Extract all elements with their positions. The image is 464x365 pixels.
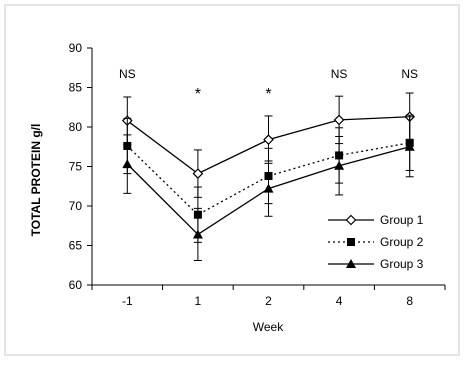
figure-border — [4, 4, 460, 356]
legend-label: Group 1 — [380, 213, 424, 227]
y-tick-label: 85 — [69, 81, 83, 95]
series-layer — [121, 92, 416, 262]
y-tick-label: 90 — [69, 41, 83, 55]
series-3 — [122, 116, 415, 262]
y-tick-label: 75 — [69, 160, 83, 174]
legend-label: Group 2 — [380, 235, 424, 249]
x-tick-label: -1 — [122, 294, 133, 308]
x-axis-label: Week — [253, 320, 284, 334]
annotation-layer: NS * * NS NS — [119, 67, 418, 103]
y-tick-label: 80 — [69, 120, 83, 134]
x-tick-label: 1 — [195, 294, 202, 308]
x-tick-label: 4 — [336, 294, 343, 308]
data-point — [192, 168, 204, 179]
legend: Group 1 Group 2 Group 3 — [328, 213, 424, 271]
significance-label: NS — [119, 67, 136, 81]
data-point — [334, 160, 345, 170]
legend-label: Group 3 — [380, 257, 424, 271]
y-tick-label: 60 — [69, 278, 83, 292]
legend-item: Group 3 — [328, 257, 424, 271]
y-tick-label: 65 — [69, 239, 83, 253]
data-point — [192, 229, 203, 239]
x-tick-label: 8 — [406, 294, 413, 308]
legend-item: Group 2 — [328, 235, 424, 249]
series-line — [126, 142, 410, 216]
y-axis-label: TOTAL PROTEIN g/l — [29, 124, 43, 237]
data-point — [333, 114, 345, 126]
legend-marker — [346, 259, 356, 268]
significance-label: NS — [331, 67, 348, 81]
data-point — [263, 134, 274, 145]
data-point — [404, 141, 415, 151]
axes: 60 65 70 75 80 85 90 -1 1 2 4 8 — [69, 41, 446, 308]
y-tick-label: 70 — [69, 199, 83, 213]
legend-marker — [345, 214, 357, 226]
data-point — [263, 183, 274, 193]
data-point — [122, 159, 133, 169]
legend-marker — [347, 238, 355, 246]
legend-item: Group 1 — [328, 213, 424, 227]
x-tick-label: 2 — [265, 294, 272, 308]
significance-label: * — [195, 86, 201, 103]
significance-label: NS — [401, 67, 418, 81]
significance-label: * — [265, 86, 271, 103]
